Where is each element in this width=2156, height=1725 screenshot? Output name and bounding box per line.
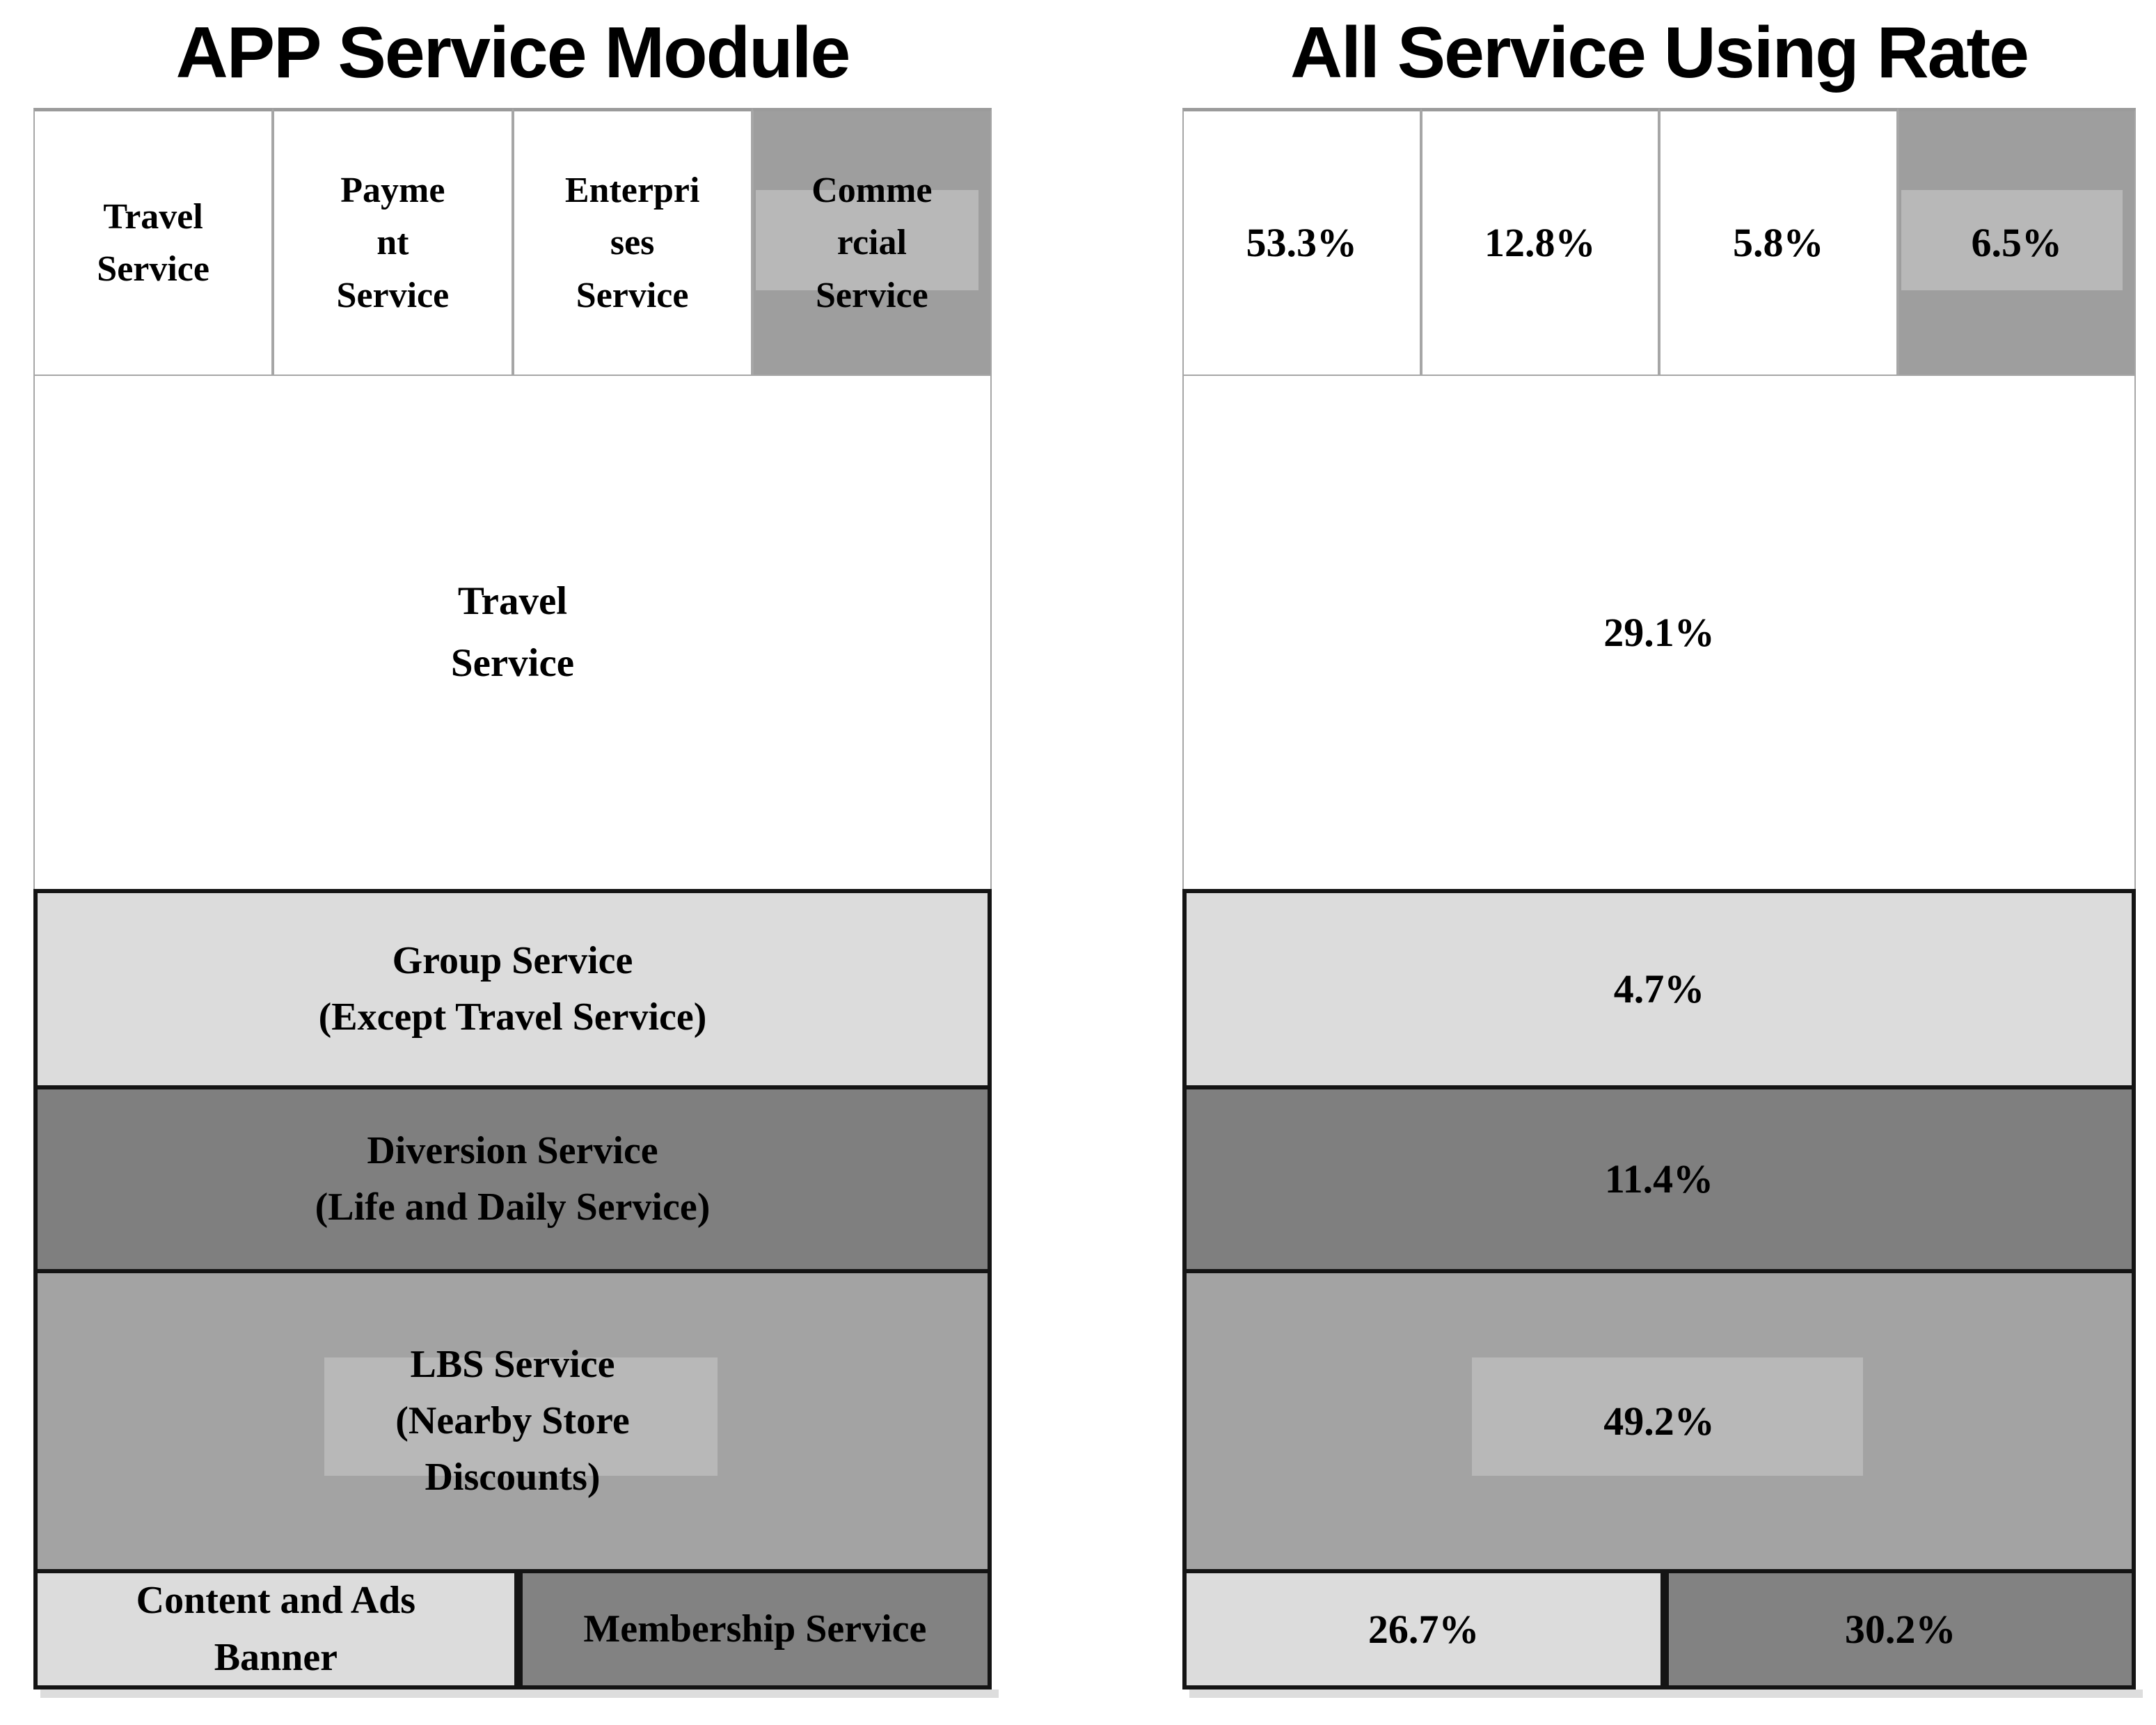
rate-diversion-service: 11.4% [1182,1085,2136,1269]
left-panel-title: APP Service Module [175,13,851,93]
cell-label: Enterpri ses Service [564,170,700,315]
rate-group-service: 4.7% [1182,889,2136,1085]
cell-travel-service-main: Travel Service [33,376,992,889]
cell-payment-service: Payme nt Service [273,108,513,376]
section-group-service: Group Service (Except Travel Service) [33,889,992,1085]
cell-enterprises-service: Enterpri ses Service [512,108,752,376]
cell-label: Comme rcial Service [811,170,933,315]
section-label: Group Service (Except Travel Service) [318,938,707,1039]
cell-label: Membership Service [583,1607,927,1651]
rate-value: 30.2% [1844,1606,1956,1652]
rate-value: 4.7% [1613,966,1705,1012]
cell-label: Travel Service [450,579,575,685]
cell-content-ads-banner: Content and Ads Banner [33,1569,518,1689]
cell-label: Payme nt Service [336,170,450,315]
right-panel-title: All Service Using Rate [1290,13,2029,93]
rate-value: 26.7% [1368,1606,1480,1652]
rate-enterprises-service: 5.8% [1659,108,1898,376]
rate-travel-service-tab: 53.3% [1182,108,1421,376]
highlight-rect [324,1357,718,1476]
left-bottom-row: Content and Ads Banner Membership Servic… [33,1569,992,1689]
rate-value: 29.1% [1603,609,1715,655]
highlight-rect [1472,1357,1864,1476]
section-label: Diversion Service (Life and Daily Servic… [315,1128,711,1229]
section-lbs-service: LBS Service (Nearby Store Discounts) [33,1269,992,1569]
highlight-rect [756,190,978,291]
rate-commercial-service: 6.5% [1897,108,2136,376]
app-service-module-table: Travel Service Payme nt Service Enterpri… [33,108,992,1689]
rate-value: 12.8% [1484,220,1596,266]
rate-value: 53.3% [1246,220,1358,266]
rate-membership-service: 30.2% [1665,1569,2136,1689]
right-top-row: 53.3% 12.8% 5.8% 6.5% [1182,108,2136,376]
rate-content-ads-banner: 26.7% [1182,1569,1665,1689]
rate-value: 5.8% [1733,220,1824,266]
rate-travel-service-main: 29.1% [1182,376,2136,889]
cell-membership-service: Membership Service [518,1569,992,1689]
section-diversion-service: Diversion Service (Life and Daily Servic… [33,1085,992,1269]
rate-value: 49.2% [1603,1398,1715,1444]
cell-commercial-service: Comme rcial Service [752,108,992,376]
rate-payment-service: 12.8% [1420,108,1659,376]
rate-lbs-service: 49.2% [1182,1269,2136,1569]
left-top-row: Travel Service Payme nt Service Enterpri… [33,108,992,376]
all-service-using-rate-table: 53.3% 12.8% 5.8% 6.5% 29.1% 4.7% 11.4% 4… [1182,108,2136,1689]
rate-value: 11.4% [1604,1156,1714,1202]
cell-label: Travel Service [97,196,209,289]
right-bottom-row: 26.7% 30.2% [1182,1569,2136,1689]
section-label: LBS Service (Nearby Store Discounts) [395,1342,630,1499]
rate-value: 6.5% [1971,220,2063,266]
right-table-shadow [1189,1689,2143,1698]
cell-label: Content and Ads Banner [136,1579,416,1679]
highlight-rect [1901,190,2123,291]
cell-travel-service-tab: Travel Service [33,108,274,376]
left-table-shadow [40,1689,999,1698]
